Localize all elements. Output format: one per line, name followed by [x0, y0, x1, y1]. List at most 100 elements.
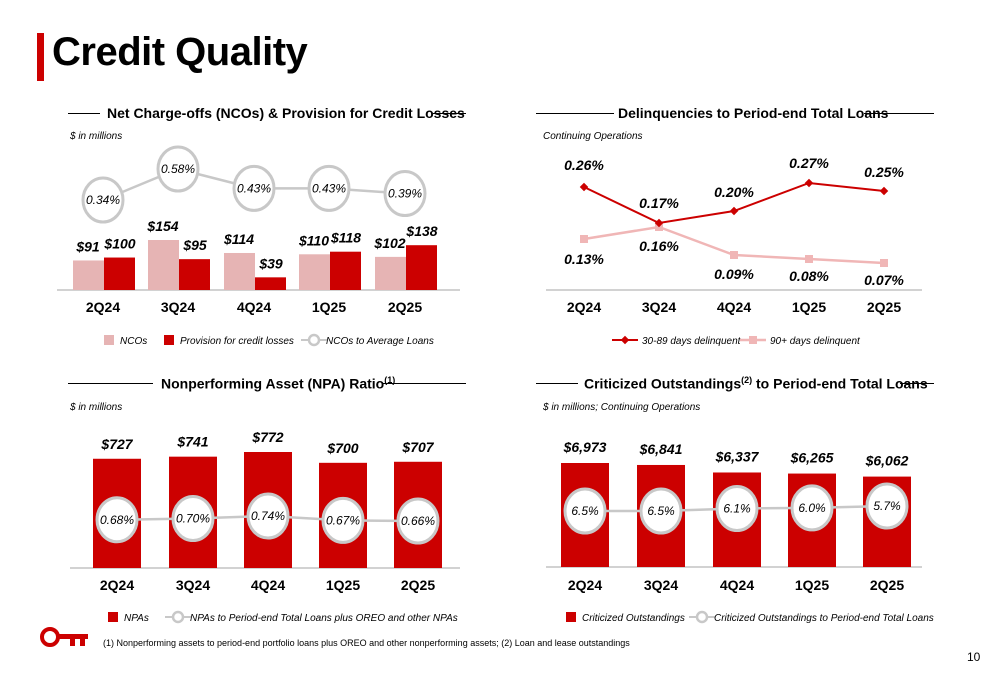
criticized-value-label: $6,841: [639, 441, 683, 457]
nco-value-label: $110: [298, 232, 329, 248]
chart3-x-tick: 2Q25: [401, 577, 435, 593]
npa-value-label: $772: [251, 429, 283, 445]
legend-provision: Provision for credit losses: [180, 336, 294, 347]
npa-ratio-label: 0.74%: [251, 509, 285, 523]
provision-value-label: $39: [258, 255, 283, 271]
nco-value-label: $154: [146, 218, 178, 234]
chart4-x-tick: 3Q24: [644, 577, 678, 593]
chart1-x-tick: 2Q25: [388, 299, 422, 315]
provision-bar: [179, 259, 210, 290]
footnote: (1) Nonperforming assets to period-end p…: [103, 638, 630, 648]
npa-ratio-label-circle: [171, 495, 215, 542]
chart2-x-tick: 3Q24: [642, 299, 676, 315]
nco-value-label: $102: [373, 235, 405, 251]
provision-value-label: $118: [330, 230, 361, 246]
npa-ratio-label: 0.68%: [100, 513, 134, 527]
chart2-x-tick: 1Q25: [792, 299, 826, 315]
chart2-note: Continuing Operations: [543, 131, 643, 142]
legend-ncos-swatch: [104, 335, 114, 345]
delinq-30-marker: [729, 206, 739, 216]
legend-90: 90+ days delinquent: [770, 336, 861, 347]
delinq-30-marker: [879, 186, 889, 196]
chart1-x-tick: 1Q25: [312, 299, 346, 315]
chart3-x-tick: 1Q25: [326, 577, 360, 593]
chart3-x-tick: 3Q24: [176, 577, 210, 593]
title-rule: [536, 383, 578, 384]
legend-criticized-ratio-marker: [695, 610, 709, 624]
legend-30-89: 30-89 days delinquent: [642, 336, 742, 347]
delinq-30-marker: [579, 182, 589, 192]
nco-bar: [299, 254, 330, 290]
nco-ratio-label: 0.43%: [237, 181, 271, 195]
nco-bar: [73, 260, 104, 290]
criticized-ratio-label-circle: [639, 487, 683, 535]
npa-ratio-label-circle: [321, 496, 365, 544]
nco-ratio-label-circle: [307, 164, 351, 212]
chart2-title: Delinquencies to Period-end Total Loans: [618, 105, 889, 121]
npa-ratio-label-circle: [246, 492, 290, 540]
chart3-title: Nonperforming Asset (NPA) Ratio(1): [161, 375, 396, 392]
title-accent-bar: [37, 33, 44, 81]
nco-bar: [224, 252, 255, 290]
nco-bar: [375, 256, 406, 290]
legend-criticized: Criticized Outstandings: [582, 613, 685, 624]
legend-provision-swatch: [164, 335, 174, 345]
nco-ratio-label-circle: [156, 145, 200, 193]
npa-ratio-label-circle: [95, 496, 139, 544]
title-rule: [68, 383, 153, 384]
delinq-90-marker: [580, 235, 588, 243]
title-rule: [900, 383, 934, 384]
page-title: Credit Quality: [52, 30, 308, 74]
chart4-x-tick: 2Q24: [568, 577, 602, 593]
page-number: 10: [967, 650, 981, 664]
nco-value-label: $114: [223, 231, 254, 247]
npa-ratio-label: 0.70%: [176, 512, 210, 526]
legend-nco-ratio: NCOs to Average Loans: [326, 336, 434, 347]
criticized-ratio-label-circle: [563, 487, 607, 535]
delinq-90-value-label: 0.08%: [789, 268, 829, 284]
delinq-30-marker: [804, 178, 814, 188]
provision-bar: [255, 277, 286, 290]
criticized-ratio-label: 6.5%: [571, 504, 599, 518]
nco-ratio-label: 0.43%: [312, 181, 346, 195]
criticized-ratio-label: 6.0%: [798, 501, 826, 515]
legend-npas-swatch: [108, 612, 118, 622]
title-rule: [433, 113, 466, 114]
key-logo-icon: [40, 627, 88, 647]
criticized-ratio-label-circle: [865, 482, 909, 530]
criticized-ratio-label: 6.5%: [647, 504, 675, 518]
provision-bar: [330, 251, 361, 290]
legend-ncos: NCOs: [120, 336, 147, 347]
nco-ratio-label: 0.39%: [388, 187, 422, 201]
provision-bar: [104, 257, 135, 290]
chart4-x-tick: 4Q24: [720, 577, 754, 593]
provision-value-label: $95: [182, 237, 207, 253]
chart4-note: $ in millions; Continuing Operations: [543, 402, 701, 413]
chart1-note: $ in millions: [70, 131, 123, 142]
criticized-ratio-label: 6.1%: [723, 502, 751, 516]
chart2-x-tick: 4Q24: [717, 299, 751, 315]
chart1-x-tick: 4Q24: [237, 299, 271, 315]
legend-criticized-swatch: [566, 612, 576, 622]
chart2-x-tick: 2Q24: [567, 299, 601, 315]
provision-bar: [406, 245, 437, 290]
provision-value-label: $138: [405, 223, 437, 239]
criticized-value-label: $6,973: [563, 439, 607, 455]
criticized-value-label: $6,337: [715, 448, 760, 464]
title-rule: [68, 113, 100, 114]
npa-value-label: $727: [100, 436, 133, 452]
nco-ratio-label: 0.58%: [161, 162, 195, 176]
nco-ratio-label-circle: [81, 176, 125, 224]
title-rule: [864, 113, 934, 114]
npa-ratio-label-circle: [396, 497, 440, 545]
npa-ratio-label: 0.66%: [401, 514, 435, 528]
criticized-ratio-label-circle: [715, 485, 759, 532]
legend-npa-ratio-marker: [171, 610, 185, 624]
nco-ratio-label: 0.34%: [86, 193, 120, 207]
delinq-90-value-label: 0.13%: [564, 251, 604, 267]
legend-npa-ratio: NPAs to Period-end Total Loans plus OREO…: [190, 613, 458, 624]
legend-npas: NPAs: [124, 613, 149, 624]
chart1-x-tick: 3Q24: [161, 299, 195, 315]
title-rule: [536, 113, 614, 114]
delinq-30-value-label: 0.25%: [864, 164, 904, 180]
